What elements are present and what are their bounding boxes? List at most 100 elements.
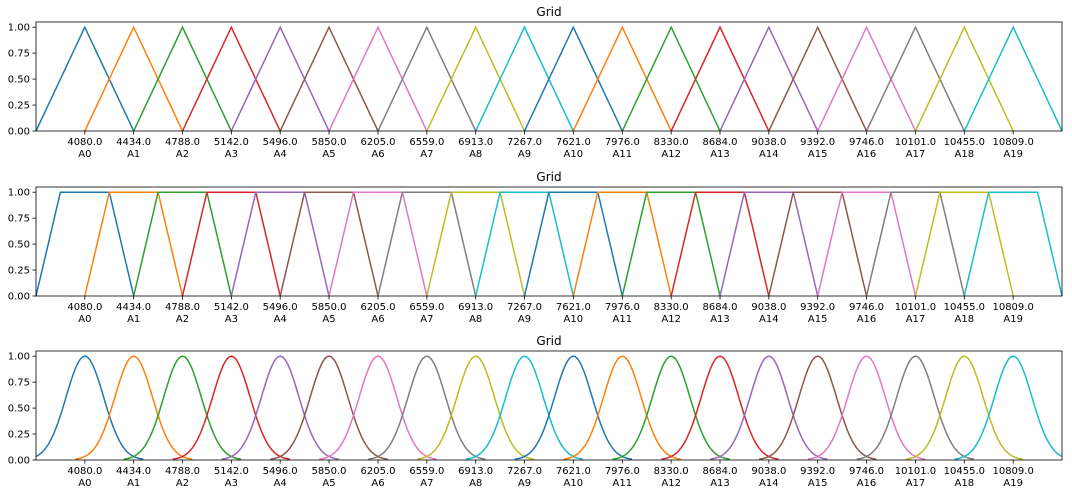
x-tick-label-line: 10101.0 [895,137,936,148]
x-tick-label: 5496.0 A4 [263,302,298,325]
x-tick-label: 6205.0 A6 [361,137,396,160]
series-line-A19 [963,25,1063,132]
x-tick-label-line: 6913.0 [458,302,493,313]
x-tick-label-line: 8330.0 [654,302,689,313]
series-line-A11 [572,191,672,297]
x-tick-label-line: 4080.0 [67,466,102,477]
x-tick-label: 4788.0 A2 [165,137,200,160]
x-tick-label-line: A3 [225,478,238,489]
series-line-A11 [572,25,672,132]
x-tick-label-line: 5142.0 [214,302,249,313]
x-tick-label-line: 5496.0 [263,466,298,477]
series-line-A10 [514,355,633,460]
series-line-A7 [377,191,477,297]
series-line-A18 [914,25,1014,132]
x-tick-label-line: 6913.0 [458,137,493,148]
x-tick-label-line: 9038.0 [751,466,786,477]
x-tick-label: 5496.0 A4 [263,137,298,160]
x-tick-label-line: 6559.0 [409,137,444,148]
x-tick-label-line: A9 [518,149,531,160]
x-tick-label-line: 6559.0 [409,302,444,313]
x-tick-label-line: A12 [661,314,681,325]
x-tick-label-line: A7 [420,314,433,325]
x-tick-label-line: A9 [518,478,531,489]
x-tick-label-line: 7976.0 [605,466,640,477]
x-tick-label-line: 9746.0 [849,466,884,477]
series-line-A15 [768,191,868,297]
series-line-A0 [35,355,144,460]
x-tick-label-line: A8 [469,314,482,325]
plot-frame [35,350,1063,461]
x-tick-label: 5850.0 A5 [312,302,347,325]
x-tick-label: 10101.0 A17 [895,466,936,489]
x-tick-label-line: A3 [225,149,238,160]
series-line-A13 [661,355,779,460]
x-tick-label-line: A17 [906,314,926,325]
series-line-A2 [123,355,242,460]
series-line-A14 [719,25,819,132]
x-tick-label-line: A2 [176,314,189,325]
x-tick-label: 6559.0 A7 [409,302,444,325]
x-tick-label-line: A18 [955,478,975,489]
x-tick-label-line: 5142.0 [214,466,249,477]
x-tick-label-line: A3 [225,314,238,325]
x-tick-label-line: A4 [274,314,287,325]
x-tick-label: 10101.0 A17 [895,302,936,325]
series-line-A18 [914,191,1014,297]
x-tick-label: 10455.0 A18 [944,137,985,160]
series-line-A13 [670,191,770,297]
x-tick-label: 5496.0 A4 [263,466,298,489]
x-tick-label: 4788.0 A2 [165,466,200,489]
x-tick-label-line: 7621.0 [556,302,591,313]
y-tick-label: 0.50 [8,240,30,251]
x-tick-label-line: 8684.0 [703,137,738,148]
y-tick-label: 0.00 [8,292,30,303]
x-tick-label-line: 9392.0 [800,302,835,313]
x-tick-label: 5850.0 A5 [312,137,347,160]
series-line-A8 [416,355,535,460]
x-tick-label-line: 9038.0 [751,137,786,148]
y-tick-label: 0.25 [8,430,30,441]
x-tick-label-line: 10101.0 [895,466,936,477]
series-line-A17 [856,355,975,460]
x-tick-label-line: 8684.0 [703,302,738,313]
series-line-A12 [621,191,721,297]
y-tick-label: 1.00 [8,188,30,199]
series-line-A2 [132,191,233,297]
series-line-A6 [319,355,437,460]
x-tick-label-line: A5 [322,314,335,325]
chart-title: Grid [536,5,561,19]
x-tick-label-line: A13 [710,478,730,489]
x-tick-label-line: 6205.0 [361,302,396,313]
x-tick-label-line: A4 [274,478,287,489]
x-tick-label-line: 10809.0 [992,137,1033,148]
x-tick-label-line: A5 [322,478,335,489]
series-line-A4 [230,191,330,297]
x-tick-label-line: 7267.0 [507,466,542,477]
x-tick-label-line: A10 [564,149,584,160]
x-tick-label: 8330.0 A12 [654,466,689,489]
x-tick-label-line: A15 [808,478,828,489]
x-tick-label-line: A13 [710,149,730,160]
series-line-A8 [426,191,526,297]
series-line-A16 [817,25,917,132]
x-tick-label: 10455.0 A18 [944,466,985,489]
x-tick-label-line: A6 [371,149,384,160]
x-tick-label-line: 10455.0 [944,466,985,477]
series-line-A12 [621,25,721,132]
x-tick-label-line: A19 [1003,478,1023,489]
x-tick-label: 8684.0 A13 [703,137,738,160]
x-tick-label: 5142.0 A3 [214,466,249,489]
x-tick-label-line: 7976.0 [605,137,640,148]
series-line-A9 [474,191,575,297]
series-line-A14 [719,191,819,297]
x-tick-label-line: 10455.0 [944,302,985,313]
series-line-A16 [807,355,926,460]
x-tick-label: 8684.0 A13 [703,302,738,325]
x-tick-label-line: 4434.0 [116,466,151,477]
x-tick-label-line: 8330.0 [654,466,689,477]
x-tick-label-line: 8330.0 [654,137,689,148]
y-tick-label: 0.50 [8,404,30,415]
series-line-A17 [865,25,965,132]
